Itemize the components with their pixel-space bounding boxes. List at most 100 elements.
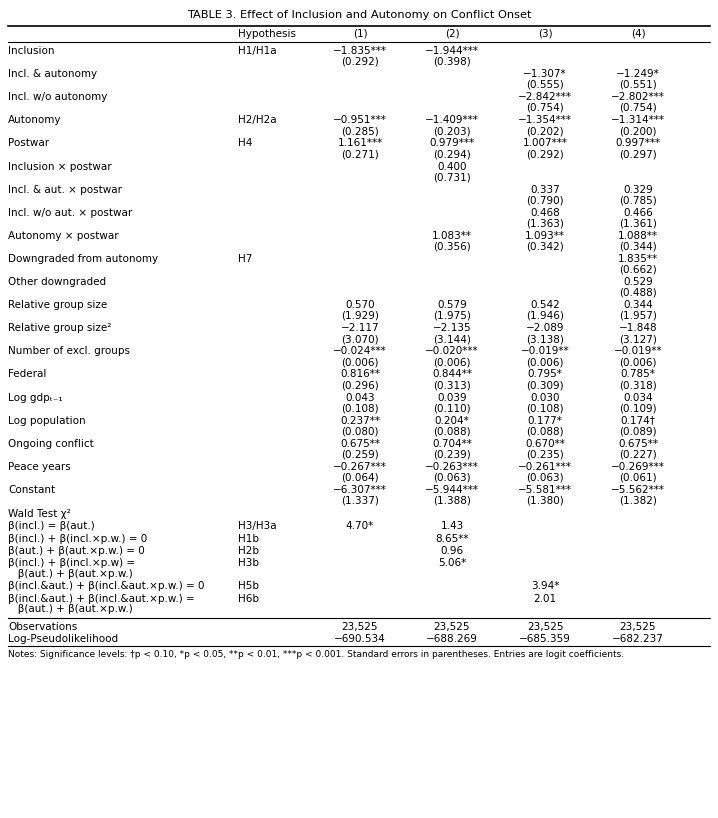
Text: (0.006): (0.006)	[341, 357, 379, 367]
Text: (4): (4)	[630, 29, 645, 39]
Text: 1.161***: 1.161***	[337, 138, 383, 148]
Text: Hypothesis: Hypothesis	[238, 29, 296, 39]
Text: Peace years: Peace years	[8, 462, 71, 472]
Text: H6b: H6b	[238, 594, 259, 604]
Text: Observations: Observations	[8, 622, 78, 631]
Text: −0.951***: −0.951***	[333, 115, 387, 125]
Text: (0.088): (0.088)	[433, 426, 471, 436]
Text: (0.259): (0.259)	[341, 450, 379, 460]
Text: (0.292): (0.292)	[341, 56, 379, 67]
Text: 0.043: 0.043	[345, 393, 375, 402]
Text: Wald Test χ²: Wald Test χ²	[8, 509, 71, 519]
Text: (0.318): (0.318)	[619, 380, 657, 390]
Text: H1/H1a: H1/H1a	[238, 46, 276, 56]
Text: −1.835***: −1.835***	[333, 46, 387, 56]
Text: (0.292): (0.292)	[526, 149, 564, 160]
Text: 0.174†: 0.174†	[620, 416, 656, 425]
Text: −1.314***: −1.314***	[611, 115, 665, 125]
Text: Other downgraded: Other downgraded	[8, 277, 106, 287]
Text: (1.382): (1.382)	[619, 496, 657, 506]
Text: Log gdpₜ₋₁: Log gdpₜ₋₁	[8, 393, 62, 402]
Text: (0.108): (0.108)	[526, 403, 564, 413]
Text: 0.96: 0.96	[440, 546, 464, 556]
Text: 0.039: 0.039	[437, 393, 467, 402]
Text: 0.237**: 0.237**	[340, 416, 380, 425]
Text: 0.675**: 0.675**	[618, 438, 658, 449]
Text: 4.70*: 4.70*	[346, 521, 374, 532]
Text: 0.844**: 0.844**	[432, 370, 472, 380]
Text: (0.297): (0.297)	[619, 149, 657, 160]
Text: 0.177*: 0.177*	[528, 416, 562, 425]
Text: (2): (2)	[444, 29, 460, 39]
Text: (3.070): (3.070)	[341, 334, 379, 344]
Text: 0.570: 0.570	[345, 300, 375, 310]
Text: β(aut.) + β(aut.×p.w.): β(aut.) + β(aut.×p.w.)	[8, 605, 133, 614]
Text: (0.296): (0.296)	[341, 380, 379, 390]
Text: Log population: Log population	[8, 416, 85, 425]
Text: (0.089): (0.089)	[619, 426, 657, 436]
Text: 0.466: 0.466	[623, 208, 653, 218]
Text: (1.380): (1.380)	[526, 496, 564, 506]
Text: 0.795*: 0.795*	[528, 370, 562, 380]
Text: Number of excl. groups: Number of excl. groups	[8, 346, 130, 357]
Text: (0.006): (0.006)	[433, 357, 471, 367]
Text: 0.329: 0.329	[623, 185, 653, 195]
Text: 23,525: 23,525	[527, 622, 563, 631]
Text: (0.235): (0.235)	[526, 450, 564, 460]
Text: (0.227): (0.227)	[619, 450, 657, 460]
Text: (1.946): (1.946)	[526, 311, 564, 321]
Text: H5b: H5b	[238, 582, 259, 591]
Text: 0.579: 0.579	[437, 300, 467, 310]
Text: 2.01: 2.01	[533, 594, 556, 604]
Text: (0.110): (0.110)	[433, 403, 471, 413]
Text: (0.064): (0.064)	[341, 473, 379, 483]
Text: 8.65**: 8.65**	[435, 533, 469, 544]
Text: −5.562***: −5.562***	[611, 485, 665, 495]
Text: (1.361): (1.361)	[619, 218, 657, 228]
Text: −0.019**: −0.019**	[614, 346, 662, 357]
Text: (0.790): (0.790)	[526, 196, 564, 205]
Text: 0.979***: 0.979***	[429, 138, 475, 148]
Text: Autonomy × postwar: Autonomy × postwar	[8, 231, 118, 240]
Text: (0.342): (0.342)	[526, 241, 564, 252]
Text: −0.019**: −0.019**	[521, 346, 569, 357]
Text: −2.117: −2.117	[340, 323, 379, 333]
Text: −5.944***: −5.944***	[425, 485, 479, 495]
Text: H3b: H3b	[238, 558, 259, 569]
Text: (3): (3)	[538, 29, 552, 39]
Text: (0.555): (0.555)	[526, 80, 564, 90]
Text: −1.848: −1.848	[619, 323, 657, 333]
Text: H4: H4	[238, 138, 252, 148]
Text: (0.313): (0.313)	[433, 380, 471, 390]
Text: −2.842***: −2.842***	[518, 92, 572, 102]
Text: 1.083**: 1.083**	[432, 231, 472, 240]
Text: (1.929): (1.929)	[341, 311, 379, 321]
Text: β(incl.&aut.) + β(incl.&aut.×p.w.) = 0: β(incl.&aut.) + β(incl.&aut.×p.w.) = 0	[8, 582, 205, 591]
Text: 0.670**: 0.670**	[525, 438, 565, 449]
Text: Notes: Significance levels: †p < 0.10, *p < 0.05, **p < 0.01, ***p < 0.001. Stan: Notes: Significance levels: †p < 0.10, *…	[8, 650, 624, 659]
Text: 1.007***: 1.007***	[523, 138, 567, 148]
Text: H7: H7	[238, 254, 252, 264]
Text: 0.468: 0.468	[530, 208, 560, 218]
Text: (0.200): (0.200)	[619, 126, 657, 136]
Text: Relative group size²: Relative group size²	[8, 323, 111, 333]
Text: (0.006): (0.006)	[526, 357, 564, 367]
Text: (0.551): (0.551)	[619, 80, 657, 90]
Text: (0.662): (0.662)	[619, 265, 657, 275]
Text: 1.088**: 1.088**	[618, 231, 658, 240]
Text: 0.542: 0.542	[530, 300, 560, 310]
Text: (1.337): (1.337)	[341, 496, 379, 506]
Text: (0.203): (0.203)	[433, 126, 471, 136]
Text: (0.063): (0.063)	[526, 473, 564, 483]
Text: −1.409***: −1.409***	[425, 115, 479, 125]
Text: β(aut.) + β(aut.×p.w.) = 0: β(aut.) + β(aut.×p.w.) = 0	[8, 546, 145, 556]
Text: Inclusion: Inclusion	[8, 46, 55, 56]
Text: (0.271): (0.271)	[341, 149, 379, 160]
Text: Downgraded from autonomy: Downgraded from autonomy	[8, 254, 158, 264]
Text: Postwar: Postwar	[8, 138, 49, 148]
Text: −0.024***: −0.024***	[333, 346, 387, 357]
Text: β(incl.) + β(incl.×p.w.) = 0: β(incl.) + β(incl.×p.w.) = 0	[8, 533, 147, 544]
Text: 3.94*: 3.94*	[531, 582, 559, 591]
Text: 0.529: 0.529	[623, 277, 653, 287]
Text: −0.263***: −0.263***	[425, 462, 479, 472]
